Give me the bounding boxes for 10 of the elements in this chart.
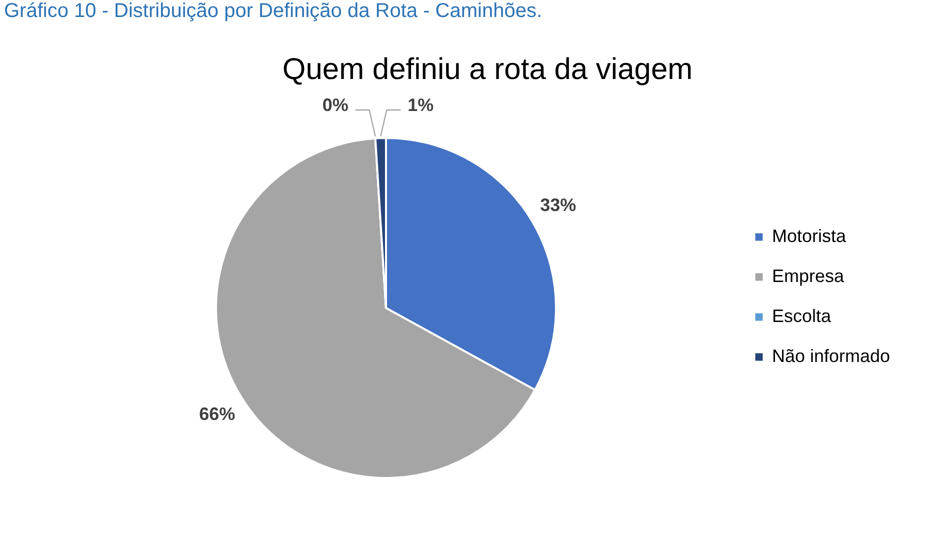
data-label: 33% (540, 195, 576, 216)
legend-label: Escolta (772, 306, 832, 326)
data-label: 66% (199, 404, 236, 424)
legend-label: Motorista (772, 226, 848, 246)
chart-title: Quem definiu a rota da viagem (282, 53, 693, 86)
text: 0% (322, 95, 348, 115)
data-label: 1% (408, 95, 434, 115)
text: Gráfico 10 - Distribuição por Definição da Rota - Caminhões. (4, 0, 542, 22)
legend-label: Não informado (772, 346, 890, 366)
legend-label: Empresa (772, 266, 846, 286)
